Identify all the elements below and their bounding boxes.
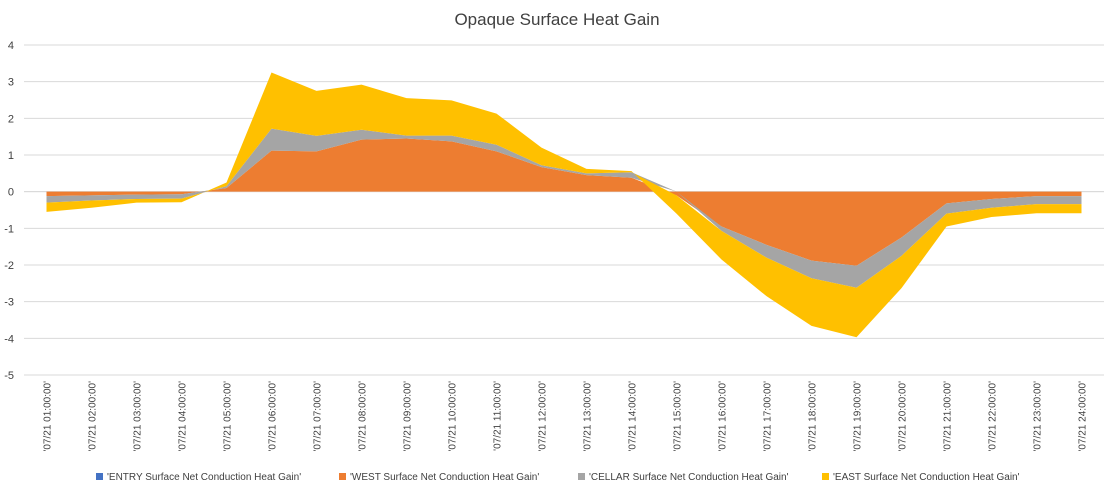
y-tick-label: -4 [4, 333, 14, 345]
y-tick-label: -5 [4, 370, 14, 382]
x-axis-ticks: '07/21 01:00:00' '07/21 02:00:00' '07/21… [43, 381, 1089, 452]
legend-swatch [339, 473, 346, 480]
x-tick-label: '07/21 13:00:00' [583, 381, 594, 452]
x-tick-label: '07/21 01:00:00' [43, 381, 54, 452]
x-tick-label: '07/21 05:00:00' [223, 381, 234, 452]
legend-entry-label: 'EAST Surface Net Conduction Heat Gain' [833, 472, 1020, 483]
x-tick-label: '07/21 16:00:00' [718, 381, 729, 452]
x-tick-label: '07/21 20:00:00' [898, 381, 909, 452]
y-tick-label: 0 [8, 187, 14, 199]
y-tick-label: -3 [4, 297, 14, 309]
x-tick-label: '07/21 21:00:00' [943, 381, 954, 452]
x-tick-label: '07/21 12:00:00' [538, 381, 549, 452]
x-tick-label: '07/21 23:00:00' [1033, 381, 1044, 452]
x-tick-label: '07/21 15:00:00' [673, 381, 684, 452]
x-tick-label: '07/21 18:00:00' [808, 381, 819, 452]
y-axis-ticks: 4 3 2 1 0 -1 -2 -3 -4 -5 [4, 40, 14, 382]
x-tick-label: '07/21 22:00:00' [988, 381, 999, 452]
x-tick-label: '07/21 24:00:00' [1078, 381, 1089, 452]
x-tick-label: '07/21 10:00:00' [448, 381, 459, 452]
legend-swatch [822, 473, 829, 480]
x-tick-label: '07/21 09:00:00' [403, 381, 414, 452]
legend-swatch [96, 473, 103, 480]
x-tick-label: '07/21 11:00:00' [493, 381, 504, 451]
x-tick-label: '07/21 08:00:00' [358, 381, 369, 452]
x-tick-label: '07/21 19:00:00' [853, 381, 864, 452]
y-tick-label: -1 [4, 223, 14, 235]
series-area-1 [46, 138, 1082, 266]
x-tick-label: '07/21 07:00:00' [313, 381, 324, 452]
x-tick-label: '07/21 04:00:00' [178, 381, 189, 452]
legend-entry-label: 'CELLAR Surface Net Conduction Heat Gain… [589, 472, 789, 483]
x-tick-label: '07/21 03:00:00' [133, 381, 144, 452]
x-tick-label: '07/21 02:00:00' [88, 381, 99, 452]
x-tick-label: '07/21 06:00:00' [268, 381, 279, 452]
y-tick-label: 4 [8, 40, 14, 52]
series-areas [46, 72, 1082, 338]
x-tick-label: '07/21 14:00:00' [628, 381, 639, 452]
y-tick-label: 2 [8, 113, 14, 125]
legend-swatch [578, 473, 585, 480]
y-tick-label: 1 [8, 150, 14, 162]
y-tick-label: 3 [8, 77, 14, 89]
legend-entry-label: 'ENTRY Surface Net Conduction Heat Gain' [107, 472, 301, 483]
legend-entry-label: 'WEST Surface Net Conduction Heat Gain' [350, 472, 539, 483]
chart-title: Opaque Surface Heat Gain [454, 10, 659, 29]
legend: 'ENTRY Surface Net Conduction Heat Gain'… [96, 472, 1020, 483]
x-tick-label: '07/21 17:00:00' [763, 381, 774, 452]
y-tick-label: -2 [4, 260, 14, 272]
